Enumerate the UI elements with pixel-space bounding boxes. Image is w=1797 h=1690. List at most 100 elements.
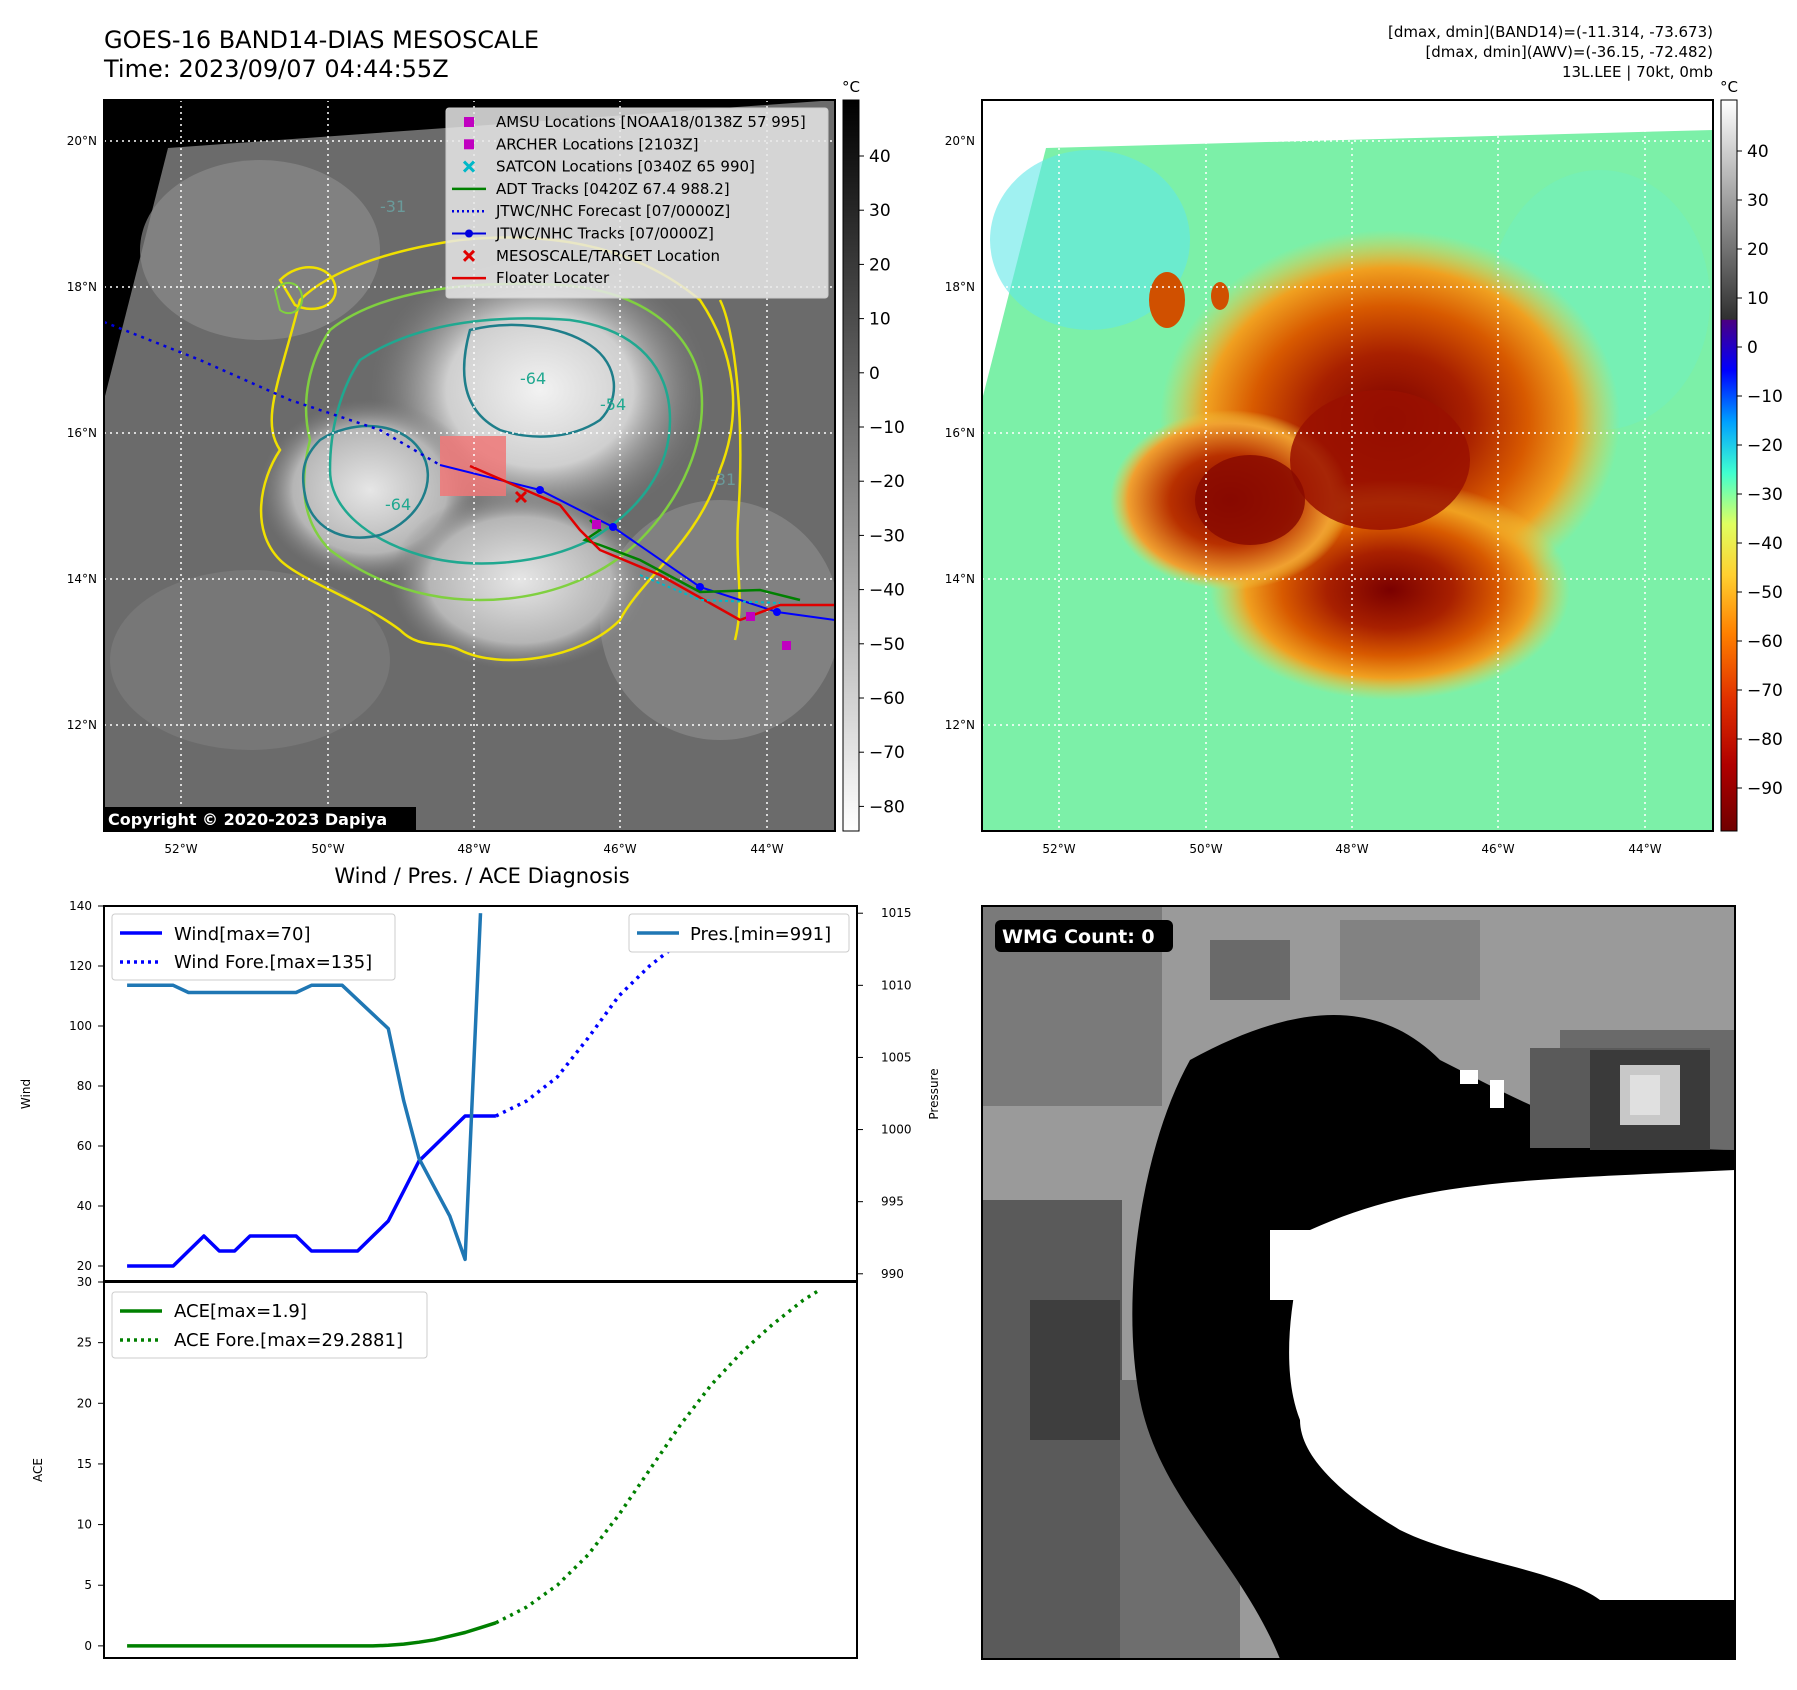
title-line-1: GOES-16 BAND14-DIAS MESOSCALE — [104, 26, 540, 54]
colorbar-tick-label: 40 — [1747, 142, 1769, 162]
legend-x-stroke — [462, 249, 476, 262]
ace-tick-label: 25 — [77, 1336, 92, 1350]
wmg-frame — [981, 905, 1736, 1660]
colorbar-tick-label: 30 — [1747, 191, 1769, 211]
pressure-line — [127, 913, 483, 1262]
legend-label: JTWC/NHC Tracks [07/0000Z] — [495, 225, 714, 243]
ace-axis-label: ACE — [31, 1458, 45, 1482]
ace-legend: ACE[max=1.9] ACE Fore.[max=29.2881] — [111, 1291, 428, 1359]
colorbar-tick-label: 20 — [1747, 240, 1769, 260]
title-line-2: Time: 2023/09/07 04:44:55Z — [104, 55, 449, 83]
colorbar-tick-label: −40 — [869, 581, 905, 601]
colorbar-tick-label: 10 — [1747, 289, 1769, 309]
colorbar-tick-label: −50 — [869, 635, 905, 655]
lon-label: 48°W — [1335, 842, 1368, 856]
color-map-panel: °C 40 30 20 10 0 −10 −20 −30 −40 −50 −60 −70 −80 −90 — [981, 78, 1783, 832]
colorbar-tick-label: −70 — [1747, 681, 1783, 701]
ace-forecast-line — [495, 1289, 820, 1625]
colorbar-tick-label: −10 — [869, 418, 905, 438]
legend-label: MESOSCALE/TARGET Location — [496, 247, 720, 265]
wmg-panel: WMG Count: 0 — [981, 905, 1736, 1660]
stats-band14: [dmax, dmin](BAND14)=(-11.314, -73.673) — [1388, 23, 1713, 41]
wind-tick-label: 40 — [77, 1199, 92, 1213]
header-stats: [dmax, dmin](BAND14)=(-11.314, -73.673) … — [1388, 22, 1713, 82]
ace-tick-label: 20 — [77, 1396, 92, 1410]
colorbar-tick-label: −90 — [1747, 779, 1783, 799]
legend-label: ARCHER Locations [2103Z] — [496, 135, 699, 153]
colorbar-tick-label: −20 — [1747, 436, 1783, 456]
stats-awv: [dmax, dmin](AWV)=(-36.15, -72.482) — [1425, 43, 1713, 61]
color-colorbar — [1720, 99, 1738, 832]
contour-label: -31 — [710, 470, 736, 489]
pressure-tick-label: 995 — [881, 1195, 904, 1209]
contour-label: -64 — [520, 369, 546, 388]
legend-marker-square — [464, 117, 474, 127]
lat-label: 12°N — [945, 718, 975, 732]
wind-legend: Wind[max=70] Wind Fore.[max=135] — [111, 913, 396, 981]
ace-chart: 0 5 10 15 20 25 30 ACE ACE[max=1.9] ACE Fore.[… — [31, 1275, 858, 1659]
legend-wind-forecast: Wind Fore.[max=135] — [174, 952, 372, 973]
ace-line — [127, 1621, 497, 1648]
ace-tick-label: 0 — [84, 1639, 92, 1653]
colorbar-tick-label: 40 — [869, 147, 891, 167]
colorbar-tick-label: 20 — [869, 255, 891, 275]
wind-tick-label: 140 — [69, 899, 92, 913]
lat-label: 20°N — [67, 134, 97, 148]
lon-label: 46°W — [1481, 842, 1514, 856]
colorbar-tick-label: −20 — [869, 472, 905, 492]
legend-marker-square — [464, 139, 474, 150]
legend-wind: Wind[max=70] — [174, 924, 311, 945]
wmg-imagery — [982, 906, 1735, 1659]
lat-label: 18°N — [67, 280, 97, 294]
ace-tick-label: 5 — [84, 1578, 92, 1592]
colorbar-tick-label: −10 — [1747, 387, 1783, 407]
legend-label: AMSU Locations [NOAA18/0138Z 57 995] — [496, 113, 806, 131]
map-axis-labels: 20°N 20°N 18°N 18°N 16°N 16°N 14°N 14°N 12°N 12°N… — [67, 134, 1662, 856]
color-colorbar-ticks: 40 30 20 10 0 −10 −20 −30 −40 −50 −60 −70 −80 −90 — [1737, 142, 1783, 799]
legend-ace: ACE[max=1.9] — [174, 1301, 307, 1322]
lat-label: 16°N — [67, 426, 97, 440]
colorbar-tick-label: −30 — [869, 526, 905, 546]
colorbar-tick-label: −70 — [869, 743, 905, 763]
colorbar-tick-label: −40 — [1747, 534, 1783, 554]
lon-label: 44°W — [1628, 842, 1661, 856]
colorbar-tick-label: −60 — [869, 689, 905, 709]
pressure-tick-label: 1010 — [881, 978, 912, 992]
legend-ace-forecast: ACE Fore.[max=29.2881] — [174, 1330, 403, 1351]
color-colorbar-unit: °C — [1720, 78, 1738, 96]
wind-tick-label: 120 — [69, 959, 92, 973]
wind-tick-label: 100 — [69, 1019, 92, 1033]
lat-label: 16°N — [945, 426, 975, 440]
copyright-text: Copyright © 2020-2023 Dapiya — [108, 810, 387, 829]
figure-title: GOES-16 BAND14-DIAS MESOSCALE Time: 2023… — [104, 26, 539, 84]
colorbar-tick-label: −50 — [1747, 583, 1783, 603]
colorbar-tick-label: −60 — [1747, 632, 1783, 652]
copyright-badge — [104, 807, 416, 831]
wind-line — [127, 1114, 496, 1268]
contour-label: -54 — [600, 395, 626, 414]
ir-colorbar-ticks: 40 30 20 10 0 −10 −20 −30 −40 −50 −60 −70 −80 — [859, 147, 905, 817]
lat-label: 14°N — [67, 572, 97, 586]
ir-colorbar-unit: °C — [842, 78, 860, 96]
ir-colorbar — [842, 99, 860, 832]
colorbar-tick-label: 30 — [869, 201, 891, 221]
legend-label: SATCON Locations [0340Z 65 990] — [496, 158, 755, 176]
ace-tick-label: 10 — [77, 1518, 92, 1532]
wind-axis-label: Wind — [19, 1079, 33, 1109]
legend-pressure: Pres.[min=991] — [690, 924, 831, 945]
lat-label: 14°N — [945, 572, 975, 586]
pressure-tick-label: 1015 — [881, 906, 912, 920]
colorbar-tick-label: −30 — [1747, 485, 1783, 505]
lon-label: 44°W — [750, 842, 783, 856]
legend-label: JTWC/NHC Forecast [07/0000Z] — [495, 202, 730, 220]
pressure-tick-label: 1000 — [881, 1123, 912, 1137]
legend-label: ADT Tracks [0420Z 67.4 988.2] — [496, 180, 730, 198]
lon-label: 50°W — [1189, 842, 1222, 856]
pressure-tick-label: 1005 — [881, 1050, 912, 1064]
storm-info: 13L.LEE | 70kt, 0mb — [1562, 63, 1713, 81]
color-imagery — [982, 100, 1713, 831]
lon-label: 48°W — [457, 842, 490, 856]
pressure-tick-label: 990 — [881, 1267, 904, 1281]
colorbar-tick-label: 0 — [869, 364, 880, 384]
